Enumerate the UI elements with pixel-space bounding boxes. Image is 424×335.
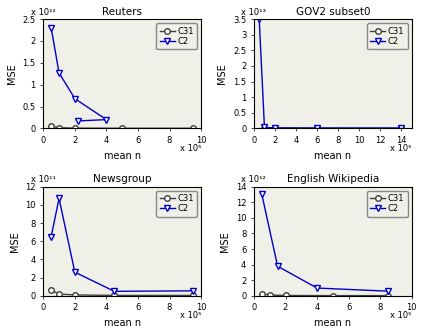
Y-axis label: MSE: MSE — [7, 63, 17, 84]
Title: GOV2 subset0: GOV2 subset0 — [296, 7, 370, 17]
X-axis label: mean n: mean n — [314, 150, 351, 160]
C2 — [75, 119, 81, 123]
Line: C31: C31 — [48, 288, 196, 298]
C31 — [73, 126, 78, 130]
Legend: C31, C2: C31, C2 — [156, 23, 197, 49]
C2 — [49, 235, 54, 239]
Y-axis label: MSE: MSE — [220, 231, 230, 252]
C2 — [399, 126, 404, 130]
C2 — [315, 286, 320, 290]
C2 — [385, 289, 391, 293]
C31 — [267, 293, 272, 297]
Line: C2: C2 — [257, 16, 404, 131]
Y-axis label: MSE: MSE — [218, 63, 228, 84]
Line: C31: C31 — [262, 125, 404, 131]
C31 — [191, 126, 196, 130]
C31 — [191, 293, 196, 297]
C31 — [273, 126, 278, 130]
C31 — [49, 124, 54, 128]
C2 — [273, 126, 278, 130]
C31 — [259, 291, 265, 295]
Text: x 10⁵: x 10⁵ — [180, 144, 201, 153]
Text: x 10¹²: x 10¹² — [31, 8, 56, 17]
C2 — [104, 118, 109, 122]
C2 — [315, 126, 320, 130]
Line: C31: C31 — [48, 123, 196, 131]
C31 — [262, 126, 267, 130]
C2 — [259, 192, 265, 196]
C2 — [56, 71, 61, 75]
Line: C2: C2 — [48, 196, 196, 294]
Legend: C31, C2: C31, C2 — [367, 191, 407, 217]
C2 — [275, 264, 280, 268]
C2 — [73, 96, 78, 100]
Line: C2: C2 — [259, 192, 391, 294]
X-axis label: mean n: mean n — [103, 318, 141, 328]
C2 — [191, 289, 196, 293]
C2 — [73, 270, 78, 274]
Title: Newsgroup: Newsgroup — [93, 175, 151, 185]
C31 — [49, 288, 54, 292]
X-axis label: mean n: mean n — [103, 150, 141, 160]
Title: Reuters: Reuters — [102, 7, 142, 17]
C31 — [283, 293, 288, 297]
C2 — [56, 196, 61, 200]
Line: C31: C31 — [259, 291, 391, 298]
C2 — [112, 289, 117, 293]
Text: x 10⁵: x 10⁵ — [180, 311, 201, 320]
Y-axis label: MSE: MSE — [10, 231, 20, 252]
C31 — [112, 293, 117, 297]
Text: x 10¹¹: x 10¹¹ — [31, 176, 56, 185]
C31 — [315, 126, 320, 130]
C31 — [56, 126, 61, 130]
C31 — [385, 293, 391, 297]
C31 — [73, 293, 78, 297]
Title: English Wikipedia: English Wikipedia — [287, 175, 379, 185]
Text: x 10¹²: x 10¹² — [241, 176, 266, 185]
C2 — [262, 126, 267, 130]
Line: C2: C2 — [48, 25, 109, 124]
Legend: C31, C2: C31, C2 — [367, 23, 407, 49]
C2 — [49, 26, 54, 30]
C31 — [120, 126, 125, 130]
C2 — [257, 17, 262, 21]
Text: x 10¹³: x 10¹³ — [241, 8, 266, 17]
C31 — [56, 292, 61, 296]
Legend: C31, C2: C31, C2 — [156, 191, 197, 217]
Text: x 10⁵: x 10⁵ — [391, 311, 412, 320]
Text: x 10⁵: x 10⁵ — [391, 144, 412, 153]
C31 — [330, 293, 335, 297]
C31 — [399, 126, 404, 130]
X-axis label: mean n: mean n — [314, 318, 351, 328]
